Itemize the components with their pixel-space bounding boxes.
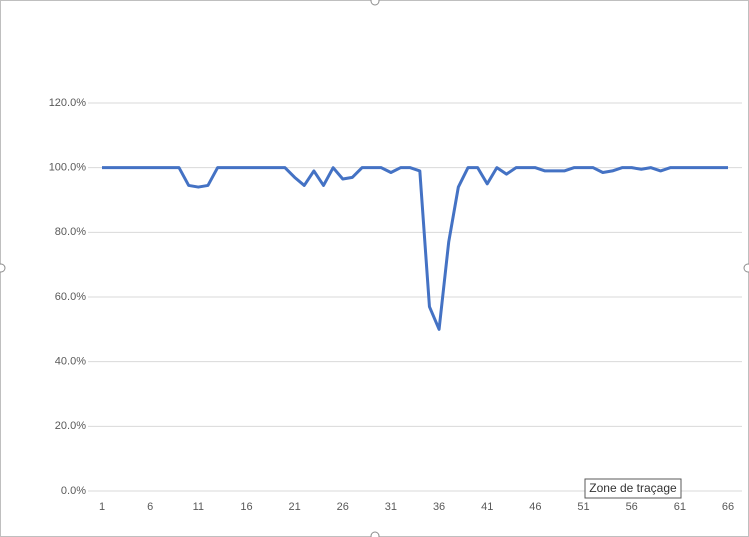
grid: 0.0%20.0%40.0%60.0%80.0%100.0%120.0%1 6 11… xyxy=(49,97,742,513)
x-tick-label: 1 xyxy=(99,501,105,513)
y-tick-label: 40.0% xyxy=(55,356,86,368)
x-tick-label: 16 xyxy=(240,501,252,513)
y-tick-label: 0.0% xyxy=(61,485,86,497)
x-tick-label: 31 xyxy=(385,501,397,513)
y-tick-label: 100.0% xyxy=(49,162,87,174)
y-tick-label: 20.0% xyxy=(55,420,86,432)
x-tick-label: 51 xyxy=(577,501,589,513)
line-series xyxy=(102,166,728,331)
x-tick-label: 41 xyxy=(481,501,493,513)
tooltip: Zone de traçage xyxy=(589,481,677,495)
y-tick-label: 60.0% xyxy=(55,291,86,303)
y-tick-label: 80.0% xyxy=(55,226,86,238)
plot xyxy=(102,166,728,331)
x-tick-label: 56 xyxy=(626,501,638,513)
x-tick-label: 36 xyxy=(433,501,445,513)
y-tick-label: 120.0% xyxy=(49,97,87,109)
x-tick-label: 66 xyxy=(722,501,734,513)
x-tick-label: 21 xyxy=(288,501,300,513)
x-tick-label: 61 xyxy=(674,501,686,513)
tooltip-box xyxy=(584,478,682,499)
x-tick-label: 11 xyxy=(193,501,204,513)
x-tick-label: 6 xyxy=(147,501,153,513)
x-tick-label: 46 xyxy=(529,501,541,513)
x-tick-label: 26 xyxy=(337,501,349,513)
